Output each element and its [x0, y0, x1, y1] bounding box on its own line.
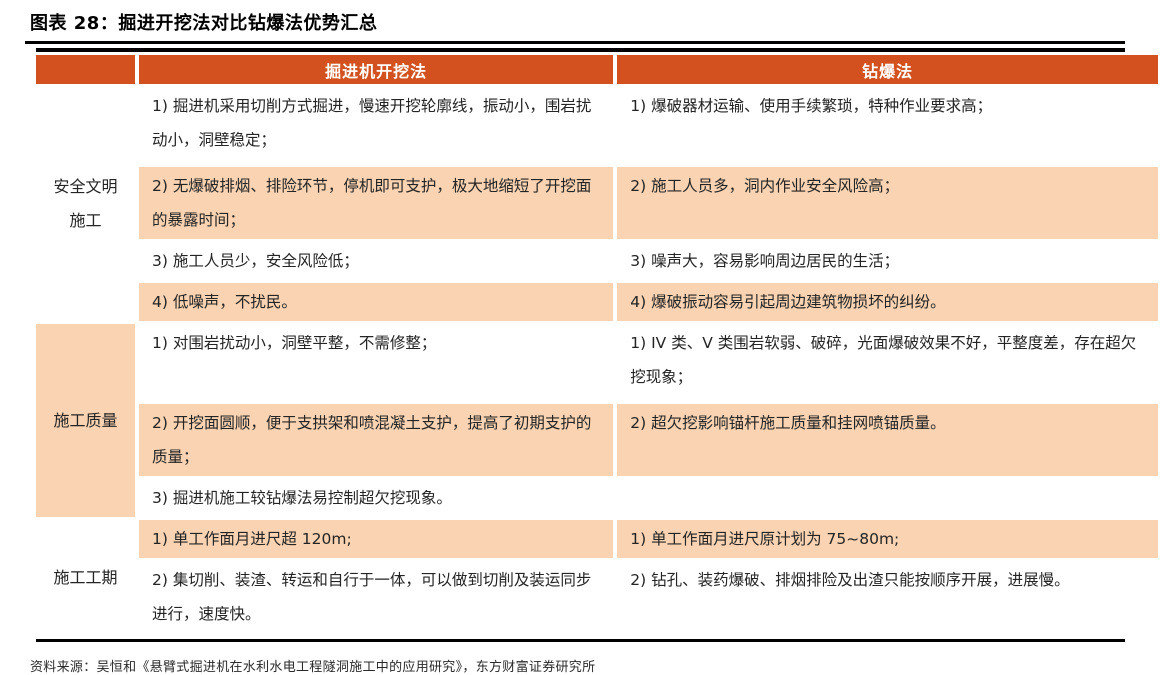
figure-title: 图表 28：掘进开挖法对比钻爆法优势汇总 [30, 13, 378, 34]
header-method-drill-blast: 钻爆法 [617, 55, 1158, 84]
category-schedule: 施工工期 [53, 568, 118, 587]
cell-safety-left-3: 3) 施工人员少，安全风险低； [152, 252, 359, 270]
cell-safety-left-1: 1) 掘进机采用切削方式掘进，慢速开挖轮廓线，振动小，围岩扰动小，洞壁稳定； [152, 97, 592, 149]
cell-schedule-right-1: 1) 单工作面月进尺原计划为 75~80m; [617, 520, 1158, 558]
cell-safety-left-2: 2) 无爆破排烟、排险环节，停机即可支护，极大地缩短了开挖面的暴露时间； [139, 167, 614, 239]
table-row: 3) 施工人员少，安全风险低； 3) 噪声大，容易影响周边居民的生活； [36, 242, 1158, 280]
cell-quality-left-1: 1) 对围岩扰动小，洞壁平整，不需修整； [152, 334, 437, 352]
cell-safety-right-3: 3) 噪声大，容易影响周边居民的生活； [630, 252, 900, 270]
category-quality: 施工质量 [36, 324, 136, 517]
table-row: 3) 掘进机施工较钻爆法易控制超欠挖现象。 [36, 479, 1158, 517]
cell-safety-right-1: 1) 爆破器材运输、使用手续繁琐，特种作业要求高； [630, 97, 993, 115]
cell-schedule-left-2: 2) 集切削、装渣、转运和自行于一体，可以做到切削及装运同步进行，速度快。 [152, 571, 592, 623]
cell-quality-left-3: 3) 掘进机施工较钻爆法易控制超欠挖现象。 [152, 489, 452, 507]
table-row: 施工工期 1) 单工作面月进尺超 120m; 1) 单工作面月进尺原计划为 75… [36, 520, 1158, 587]
table-row: 2) 集切削、装渣、转运和自行于一体，可以做到切削及装运同步进行，速度快。 2)… [36, 561, 1158, 636]
cell-schedule-right-2: 2) 钻孔、装药爆破、排烟排险及出渣只能按顺序开展，进展慢。 [630, 571, 1070, 589]
table-row: 施工质量 1) 对围岩扰动小，洞壁平整，不需修整； 1) IV 类、V 类围岩软… [36, 324, 1158, 517]
table-row: 4) 低噪声，不扰民。 4) 爆破振动容易引起周边建筑物损坏的纠纷。 [36, 283, 1158, 321]
table-row: 2) 开挖面圆顺，便于支拱架和喷混凝土支护，提高了初期支护的质量； 2) 超欠挖… [36, 404, 1158, 476]
cell-safety-left-4: 4) 低噪声，不扰民。 [139, 283, 614, 321]
cell-safety-right-4: 4) 爆破振动容易引起周边建筑物损坏的纠纷。 [617, 283, 1158, 321]
table-bottom-border [36, 639, 1125, 642]
table-header-row: 掘进机开挖法 钻爆法 [36, 55, 1158, 84]
cell-quality-right-3 [617, 479, 1158, 517]
table-top-border [36, 48, 1125, 52]
cell-quality-right-2: 2) 超欠挖影响锚杆施工质量和挂网喷锚质量。 [617, 404, 1158, 476]
cell-quality-right-1: 1) IV 类、V 类围岩软弱、破碎，光面爆破效果不好，平整度差，存在超欠挖现象… [630, 334, 1137, 386]
cell-schedule-left-1: 1) 单工作面月进尺超 120m; [139, 520, 614, 558]
cell-quality-left-2: 2) 开挖面圆顺，便于支拱架和喷混凝土支护，提高了初期支护的质量； [139, 404, 614, 476]
source-note: 资料来源：吴恒和《悬臂式掘进机在水利水电工程隧洞施工中的应用研究》，东方财富证券… [30, 660, 596, 675]
cell-safety-right-2: 2) 施工人员多，洞内作业安全风险高； [617, 167, 1158, 239]
table-row: 2) 无爆破排烟、排险环节，停机即可支护，极大地缩短了开挖面的暴露时间； 2) … [36, 167, 1158, 239]
header-method-roadheader: 掘进机开挖法 [139, 55, 614, 84]
category-safety: 安全文明 施工 [53, 177, 118, 230]
title-underline [25, 41, 1125, 44]
comparison-table: 掘进机开挖法 钻爆法 安全文明 施工 1) 掘进机采用切削方式掘进，慢速开挖轮廓… [32, 52, 1162, 639]
header-category-cell [36, 55, 136, 84]
table-row: 安全文明 施工 1) 掘进机采用切削方式掘进，慢速开挖轮廓线，振动小，围岩扰动小… [36, 87, 1158, 230]
